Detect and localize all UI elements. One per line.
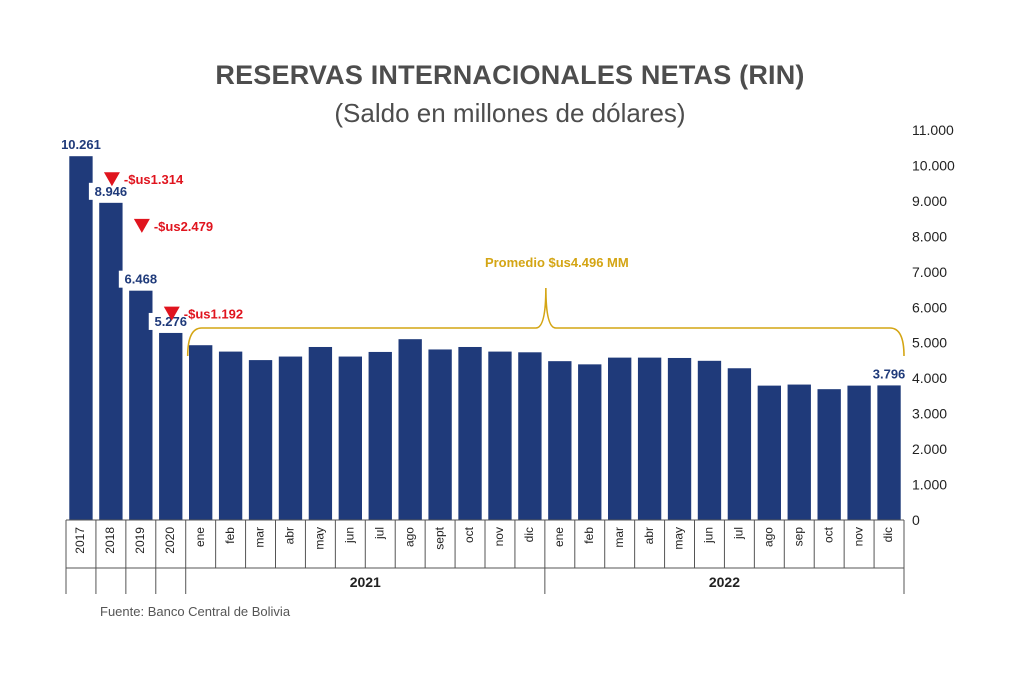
data-label-bg-2 [118, 270, 163, 288]
bar-13 [458, 346, 482, 520]
x-tick-label-19: abr [642, 527, 656, 544]
bar-4 [189, 345, 213, 520]
x-tick-label-18: mar [612, 527, 626, 548]
x-tick-label-5: feb [223, 527, 237, 544]
drop-arrow-icon-0 [103, 172, 120, 187]
bar-7 [278, 356, 303, 520]
bar-2 [129, 290, 153, 520]
bar-3 [159, 332, 183, 520]
y-tick-label-5: 5.000 [912, 335, 947, 351]
data-label-bg-4 [867, 365, 912, 383]
y-tick-label-9: 9.000 [912, 193, 947, 209]
y-tick-label-11: 11.000 [912, 122, 954, 138]
bar-26 [847, 385, 871, 520]
bar-18 [608, 357, 632, 520]
average-brace [186, 287, 905, 357]
chart-title: RESERVAS INTERNACIONALES NETAS (RIN) [215, 60, 805, 90]
bar-21 [697, 360, 722, 520]
bar-27 [877, 385, 901, 520]
x-tick-label-8: may [313, 527, 327, 550]
average-label: Promedio $us4.496 MM [485, 255, 629, 270]
x-tick-label-1: 2018 [103, 527, 117, 554]
bar-17 [578, 364, 602, 520]
bar-19 [637, 357, 662, 520]
bar-22 [727, 368, 752, 520]
x-tick-label-17: feb [582, 527, 596, 544]
x-tick-label-27: dic [881, 527, 895, 542]
x-tick-label-26: nov [851, 527, 865, 546]
x-tick-label-23: ago [761, 527, 775, 547]
y-tick-label-10: 10.000 [912, 157, 955, 173]
y-tick-label-4: 4.000 [912, 370, 947, 386]
drop-annotation-1: -$us2.479 [154, 219, 213, 234]
x-tick-label-11: ago [402, 527, 416, 547]
drop-arrow-icon-2 [163, 306, 180, 321]
year-group-label-1: 2022 [709, 574, 740, 590]
x-tick-label-24: sep [791, 527, 805, 547]
bar-15 [518, 352, 542, 520]
x-tick-label-2: 2019 [133, 527, 147, 554]
x-tick-label-25: oct [821, 526, 835, 543]
y-tick-label-2: 2.000 [912, 441, 947, 457]
x-tick-label-22: jul [732, 527, 746, 540]
bar-25 [817, 389, 841, 520]
bar-0 [69, 156, 93, 520]
x-tick-label-16: ene [552, 527, 566, 547]
bar-12 [428, 349, 452, 520]
data-label-1: 8.946 [95, 184, 128, 199]
x-tick-label-6: mar [253, 527, 267, 548]
drop-annotation-0: -$us1.314 [124, 172, 184, 187]
data-label-bg-0 [54, 136, 107, 154]
source-note: Fuente: Banco Central de Bolivia [100, 604, 291, 619]
chart-subtitle: (Saldo en millones de dólares) [334, 98, 686, 128]
bar-6 [248, 360, 273, 520]
y-tick-label-1: 1.000 [912, 477, 947, 493]
bar-10 [368, 351, 392, 520]
data-label-0: 10.261 [61, 137, 101, 152]
data-label-2: 6.468 [125, 272, 158, 287]
bar-8 [308, 346, 333, 520]
y-tick-label-3: 3.000 [912, 406, 947, 422]
x-tick-label-14: nov [492, 527, 506, 546]
x-tick-label-15: dic [522, 527, 536, 542]
bar-11 [398, 339, 422, 520]
y-tick-label-8: 8.000 [912, 228, 947, 244]
bar-23 [757, 385, 781, 520]
bar-14 [488, 351, 512, 520]
x-tick-label-10: jul [372, 527, 386, 540]
bar-16 [548, 361, 572, 520]
data-label-3: 5.276 [154, 314, 187, 329]
bar-24 [787, 384, 811, 520]
x-tick-label-4: ene [193, 527, 207, 547]
x-tick-label-13: oct [462, 526, 476, 543]
bar-1 [99, 202, 123, 520]
y-tick-label-0: 0 [912, 512, 920, 528]
x-tick-label-3: 2020 [163, 527, 177, 554]
x-tick-label-7: abr [283, 527, 297, 544]
bar-9 [338, 356, 362, 520]
y-tick-label-6: 6.000 [912, 299, 947, 315]
x-tick-label-12: sept [432, 526, 446, 549]
data-label-bg-1 [88, 182, 133, 200]
drop-arrow-icon-1 [133, 218, 150, 233]
drop-annotation-2: -$us1.192 [184, 307, 243, 322]
x-tick-label-20: may [672, 527, 686, 550]
bar-20 [667, 357, 692, 520]
y-tick-label-7: 7.000 [912, 264, 947, 280]
data-label-4: 3.796 [873, 366, 906, 381]
data-label-bg-3 [148, 312, 193, 330]
x-tick-label-0: 2017 [73, 527, 87, 554]
bar-5 [218, 351, 243, 520]
x-tick-label-9: jun [342, 527, 356, 544]
x-tick-label-21: jun [702, 527, 716, 544]
year-group-label-0: 2021 [350, 574, 381, 590]
